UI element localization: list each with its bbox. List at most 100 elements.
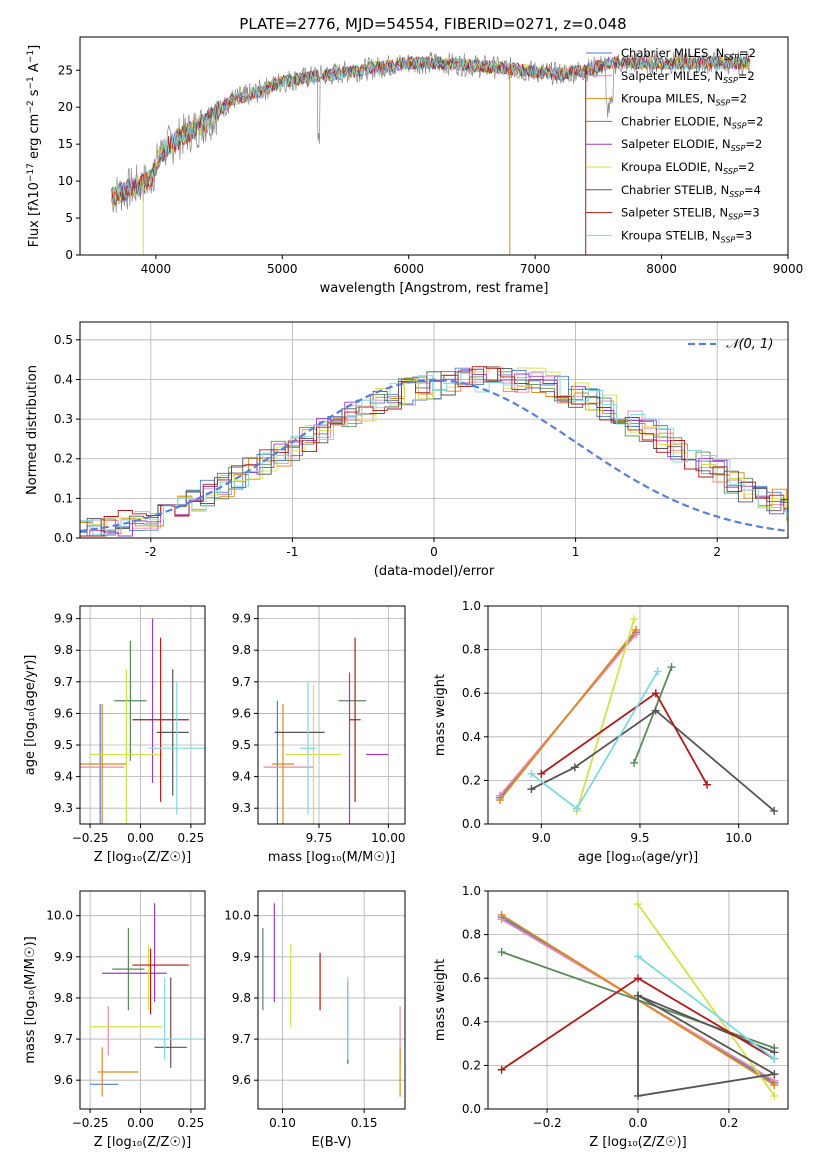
y-tick-label: 9.7 xyxy=(232,1032,251,1046)
weight-line xyxy=(633,666,673,764)
x-tick-label: 9.75 xyxy=(306,831,333,845)
legend-label: Kroupa MILES, NSSP=2 xyxy=(621,92,747,108)
y-tick-label: 0.8 xyxy=(462,928,481,942)
y-axis-label: Flux [fλ10−17 erg cm−2 s−1 A−1] xyxy=(26,45,42,247)
y-tick-label: 10.0 xyxy=(224,909,251,923)
histogram-series xyxy=(80,366,788,537)
y-tick-label: 9.5 xyxy=(232,738,251,752)
x-tick-label: −0.2 xyxy=(533,1116,562,1130)
weight-marker xyxy=(770,806,779,815)
weight-line xyxy=(530,670,659,811)
z-age-plot xyxy=(80,618,205,824)
legend-label: Salpeter MILES, NSSP=2 xyxy=(621,69,755,85)
y-tick-label: 9.3 xyxy=(232,801,251,815)
weight-marker xyxy=(634,952,642,961)
x-tick-label: 9.0 xyxy=(532,831,551,845)
y-tick-label: 15 xyxy=(58,137,73,151)
y-tick-label: 0.1 xyxy=(54,491,73,505)
y-tick-label: 9.9 xyxy=(54,612,73,626)
y-tick-label: 10 xyxy=(58,174,73,188)
weight-marker xyxy=(497,948,506,957)
weight-marker xyxy=(527,785,536,794)
weight-line xyxy=(637,903,776,1097)
y-axis-label: mass weight xyxy=(433,959,448,1041)
ebv-mass-frame xyxy=(257,890,406,1110)
weight-marker xyxy=(527,769,536,778)
legend-label: 𝒩(0, 1) xyxy=(726,337,773,352)
x-tick-label: 0.00 xyxy=(127,831,154,845)
weight-marker xyxy=(634,974,642,983)
x-tick-label: 9.5 xyxy=(630,831,649,845)
y-tick-label: 0.5 xyxy=(54,333,73,347)
z-mass-axes: −0.25 0.00 0.25 9.6 9.7 9.8 9.9 10.0 Z [log₁₀(Z/… xyxy=(23,890,206,1150)
histogram-series xyxy=(80,371,788,536)
weight-marker xyxy=(497,1065,506,1074)
spectrum-model-line xyxy=(111,54,751,202)
residuals-plot xyxy=(80,366,788,537)
y-tick-label: 9.3 xyxy=(54,801,73,815)
y-tick-label: 1.0 xyxy=(462,599,481,613)
y-tick-label: 9.9 xyxy=(54,950,73,964)
spectrum-frame xyxy=(79,36,789,256)
histogram-series xyxy=(80,370,788,537)
weight-marker xyxy=(630,758,639,767)
y-tick-label: 0.6 xyxy=(462,686,481,700)
weight-marker xyxy=(703,780,712,789)
x-axis-label: E(B-V) xyxy=(311,1135,351,1150)
x-tick-label: 1 xyxy=(572,545,580,559)
weight-marker xyxy=(497,910,506,919)
spectrum-model-line xyxy=(111,55,751,203)
histogram-series xyxy=(80,366,788,537)
x-tick-label: 7000 xyxy=(520,262,551,276)
y-tick-label: 0.2 xyxy=(462,773,481,787)
residuals-axes: -2 -1 0 1 2 0.0 0.1 0.2 0.3 0.4 0.5 (data-model)/er… xyxy=(25,321,789,579)
y-tick-label: 10.0 xyxy=(46,909,73,923)
x-tick-label: 8000 xyxy=(646,262,677,276)
x-tick-label: −0.25 xyxy=(72,1116,109,1130)
y-tick-label: 9.6 xyxy=(54,706,73,720)
z-mass-plot xyxy=(90,903,205,1097)
z-age-frame xyxy=(79,605,206,825)
weight-marker xyxy=(634,1091,642,1100)
weight-marker xyxy=(651,706,660,715)
y-tick-label: 0.2 xyxy=(54,452,73,466)
y-axis-label: age [log₁₀(age/yr)] xyxy=(23,655,38,776)
age-weight-frame xyxy=(487,605,789,825)
legend-label: Chabrier MILES, NSSP=2 xyxy=(621,46,756,62)
legend-label: Kroupa STELIB, NSSP=3 xyxy=(621,228,752,244)
x-axis-label: age [log₁₀(age/yr)] xyxy=(578,850,699,865)
age-weight-axes: 9.0 9.5 10.0 0.0 0.2 0.4 0.6 0.8 1.0 age [log₁₀(a… xyxy=(433,599,789,865)
legend-label: Chabrier STELIB, NSSP=4 xyxy=(621,183,761,199)
spectrum-axes: 4000 5000 6000 7000 8000 9000 0 5 10 15 20 25 wavele… xyxy=(26,36,803,296)
weight-marker xyxy=(572,804,581,813)
weight-marker xyxy=(770,1070,779,1079)
histogram-series xyxy=(80,367,788,525)
histogram-series xyxy=(80,366,788,537)
weight-marker xyxy=(651,689,660,698)
weight-marker xyxy=(770,1081,779,1090)
weight-marker xyxy=(537,769,546,778)
y-tick-label: 0.0 xyxy=(462,1102,481,1116)
y-tick-label: 1.0 xyxy=(462,884,481,898)
weight-marker xyxy=(653,667,662,676)
weight-marker xyxy=(770,1091,779,1100)
y-tick-label: 9.8 xyxy=(54,643,73,657)
y-tick-label: 9.8 xyxy=(54,991,73,1005)
weight-line xyxy=(637,955,775,1060)
z-age-axes: −0.25 0.00 0.25 9.3 9.4 9.5 9.6 9.7 9.8 9.9 Z [log… xyxy=(23,605,206,865)
y-tick-label: 0.0 xyxy=(462,817,481,831)
x-tick-label: 4000 xyxy=(141,262,172,276)
mass-age-frame xyxy=(257,605,406,825)
x-tick-label: 5000 xyxy=(267,262,298,276)
y-axis-label: Normed distribution xyxy=(25,365,40,495)
x-tick-label: 0.00 xyxy=(127,1116,154,1130)
y-tick-label: 9.6 xyxy=(232,706,251,720)
weight-line xyxy=(499,629,637,801)
weight-line xyxy=(575,618,635,812)
x-tick-label: 0.25 xyxy=(178,1116,205,1130)
y-tick-label: 9.6 xyxy=(232,1073,251,1087)
y-tick-label: 9.5 xyxy=(54,738,73,752)
x-tick-label: 0.10 xyxy=(269,1116,296,1130)
x-tick-label: 0.2 xyxy=(719,1116,738,1130)
